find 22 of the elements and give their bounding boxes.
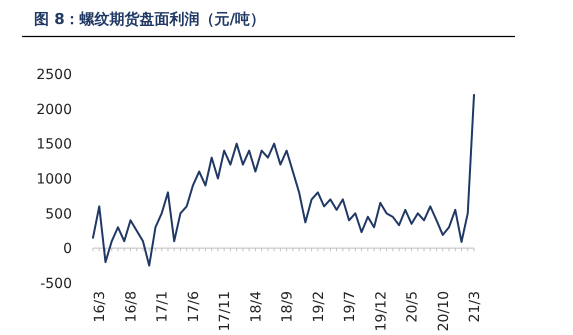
x-tick-label: 19/2	[310, 291, 327, 322]
y-tick-label: 1500	[36, 136, 72, 153]
y-tick-label: 2500	[36, 67, 72, 83]
chart-title: 图 8：螺纹期货盘面利润（元/吨）	[34, 10, 266, 28]
x-tick-label: 20/10	[436, 291, 452, 332]
y-tick-label: 2000	[36, 102, 72, 118]
x-tick-label: 19/12	[373, 291, 390, 332]
x-tick-label: 19/7	[342, 291, 358, 322]
x-tick-label: 16/3	[92, 291, 108, 322]
x-tick-label: 18/9	[280, 291, 296, 322]
x-tick-label: 21/3	[467, 291, 483, 322]
y-tick-label: -500	[40, 276, 72, 292]
y-tick-label: 0	[63, 241, 72, 258]
y-tick-label: 500	[45, 206, 72, 222]
x-tick-label: 17/6	[186, 290, 202, 322]
line-series	[92, 94, 475, 267]
x-tick-label: 17/1	[154, 291, 171, 322]
x-tick-label: 18/4	[248, 290, 264, 322]
y-tick-label: 1000	[36, 172, 72, 188]
x-tick-label: 17/11	[217, 291, 234, 332]
x-tick-label: 16/8	[123, 291, 140, 322]
x-tick-label: 20/5	[404, 291, 421, 322]
